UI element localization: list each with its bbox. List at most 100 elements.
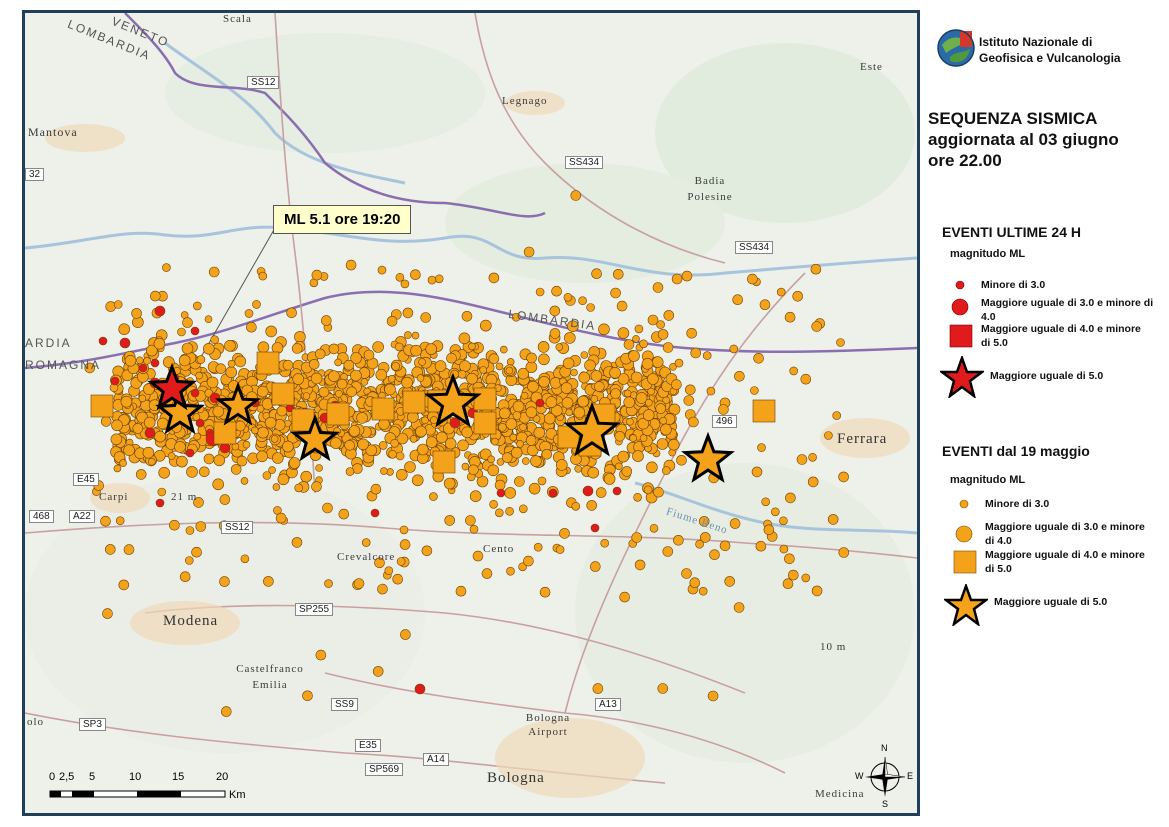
legend-since-square-icon: [953, 550, 977, 574]
place-bologna: Bologna: [487, 770, 545, 786]
event-star-ml5: [214, 381, 262, 426]
event-dot: [334, 358, 342, 367]
legend-since-small-circle-icon: [959, 499, 969, 509]
event-dot: [528, 482, 541, 495]
event-dot: [631, 532, 643, 543]
event-dot: [176, 455, 188, 468]
event-dot: [512, 400, 525, 413]
event-dot: [617, 327, 630, 339]
event-dot: [584, 359, 596, 372]
event-dot: [753, 352, 764, 364]
region-ardia: ARDIA: [25, 336, 72, 350]
event-dot: [404, 461, 416, 473]
event-dot: [571, 501, 581, 511]
recent-event-dot: [98, 336, 108, 346]
event-dot: [416, 374, 425, 382]
event-dot: [628, 350, 640, 362]
place-ferrara: Ferrara: [837, 431, 888, 447]
event-dot: [681, 568, 692, 579]
event-dot: [560, 382, 573, 394]
road-e45: E45: [73, 473, 99, 486]
legend-24h-item-2: Maggiore uguale di 3.0 e minore di 4.0: [981, 297, 1154, 323]
event-dot: [111, 419, 123, 432]
event-dot: [632, 335, 640, 343]
event-square: [473, 387, 497, 411]
event-dot: [257, 341, 270, 354]
event-dot: [185, 556, 194, 565]
event-square: [371, 397, 395, 421]
event-dot: [395, 272, 405, 282]
event-dot: [318, 386, 330, 398]
event-dot: [479, 319, 492, 332]
event-dot: [395, 468, 408, 481]
event-dot: [629, 434, 637, 442]
institute-line1: Istituto Nazionale di: [979, 35, 1093, 49]
compass-w: W: [855, 771, 864, 781]
event-dot: [105, 544, 116, 555]
event-dot: [154, 430, 166, 443]
event-dot: [827, 514, 839, 525]
event-dot: [559, 528, 570, 539]
seismic-map[interactable]: Scala Este Legnago Mantova Badia Polesin…: [22, 10, 920, 816]
event-square: [213, 421, 237, 445]
event-dot: [472, 550, 484, 562]
event-dot: [203, 453, 215, 465]
recent-event-dot: [590, 523, 600, 533]
scale-unit: Km: [229, 789, 246, 801]
legend-since-subtitle: magnitudo ML: [950, 474, 1026, 486]
scale-tick-2-5: 2,5: [59, 771, 75, 783]
event-dot: [646, 461, 658, 474]
event-dot: [291, 343, 303, 354]
event-dot: [330, 437, 342, 449]
recent-event-dot: [154, 305, 166, 317]
recent-event-dot: [370, 508, 380, 518]
event-dot: [578, 296, 587, 306]
event-dot: [185, 526, 195, 535]
event-dot: [530, 455, 542, 467]
place-mantova: Mantova: [28, 125, 78, 139]
sequence-line1: SEQUENZA SISMICA: [928, 109, 1098, 128]
event-dot: [555, 459, 568, 471]
event-dot: [562, 357, 575, 370]
event-dot: [551, 285, 562, 297]
event-dot: [570, 190, 582, 201]
event-dot: [110, 433, 123, 446]
legend-24h-small-circle-icon: [955, 280, 965, 290]
legend-since-star-icon: [944, 584, 988, 626]
event-dot: [563, 292, 573, 302]
event-dot: [792, 290, 804, 302]
event-dot: [257, 426, 269, 439]
event-dot: [199, 466, 210, 478]
event-dot: [275, 512, 287, 524]
event-dot: [210, 335, 219, 345]
event-dot: [707, 690, 719, 702]
event-dot: [212, 478, 224, 491]
event-dot: [292, 373, 305, 385]
event-dot: [578, 371, 591, 384]
event-dot: [577, 395, 589, 408]
event-dot: [496, 458, 505, 466]
event-star-ml5: [290, 413, 340, 462]
event-dot: [138, 394, 147, 403]
event-dot: [411, 331, 420, 340]
event-dot: [131, 308, 142, 319]
event-square: [402, 390, 426, 414]
place-modena: Modena: [163, 613, 219, 629]
event-dot: [174, 441, 186, 453]
event-dot: [277, 473, 290, 486]
event-dot: [505, 366, 514, 375]
event-dot: [251, 426, 259, 435]
event-dot: [669, 362, 677, 371]
event-dot: [506, 566, 515, 576]
event-dot: [595, 487, 607, 498]
event-dot: [623, 396, 636, 409]
event-dot: [213, 454, 226, 467]
event-dot: [832, 411, 842, 420]
road-a14: A14: [423, 753, 449, 766]
recent-event-dot: [185, 448, 195, 458]
place-legnago: Legnago: [502, 95, 548, 107]
place-carpi: Carpi: [99, 491, 129, 503]
event-dot: [118, 323, 130, 336]
event-dot: [732, 294, 744, 306]
event-dot: [158, 466, 170, 479]
